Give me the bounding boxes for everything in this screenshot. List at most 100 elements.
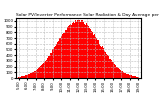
Text: Solar PV/Inverter Performance Solar Radiation & Day Average per Minute: Solar PV/Inverter Performance Solar Radi… [16,13,160,17]
Bar [43,63,44,78]
Bar [18,77,19,78]
Bar [93,35,94,78]
Bar [64,33,65,78]
Bar [31,73,32,78]
Bar [113,62,114,78]
Bar [44,62,45,78]
Bar [76,22,77,78]
Bar [135,76,136,78]
Bar [96,38,97,78]
Bar [111,60,112,78]
Bar [85,25,86,78]
Bar [117,67,118,78]
Bar [119,69,120,78]
Bar [136,77,137,78]
Bar [95,37,96,78]
Bar [37,69,38,78]
Bar [47,58,48,78]
Bar [39,67,40,78]
Bar [123,72,124,78]
Bar [124,73,125,78]
Bar [98,40,99,78]
Bar [86,23,87,78]
Bar [68,26,69,78]
Bar [102,46,103,78]
Bar [75,20,76,78]
Bar [70,24,71,78]
Bar [47,58,48,78]
Bar [22,76,23,78]
Bar [59,38,60,78]
Bar [121,70,122,78]
Bar [114,64,115,78]
Bar [131,75,132,78]
Bar [35,71,36,78]
Bar [73,22,74,78]
Bar [46,60,47,78]
Bar [118,68,119,78]
Bar [134,76,135,78]
Bar [82,20,83,78]
Bar [57,42,58,78]
Bar [110,59,111,78]
Bar [63,33,64,78]
Bar [83,22,84,78]
Bar [20,77,21,78]
Bar [108,58,109,78]
Bar [38,68,39,78]
Bar [137,77,138,78]
Bar [36,69,37,78]
Bar [42,64,43,78]
Bar [66,30,67,78]
Bar [103,48,104,78]
Y-axis label: W/m²: W/m² [0,42,2,54]
Bar [92,32,93,78]
Bar [89,28,90,78]
Bar [90,29,91,78]
Bar [116,67,117,78]
Bar [50,53,51,78]
Bar [120,70,121,78]
Bar [87,25,88,78]
Bar [40,66,41,78]
Bar [32,72,33,78]
Bar [101,47,102,78]
Bar [112,62,113,78]
Bar [61,36,62,78]
Bar [126,74,127,78]
Bar [21,76,22,78]
Bar [72,24,73,78]
Bar [24,76,25,78]
Bar [88,26,89,78]
Bar [55,46,56,78]
Bar [134,76,135,78]
Bar [27,75,28,78]
Bar [33,72,34,78]
Bar [97,40,98,78]
Bar [51,53,52,78]
Bar [84,24,85,78]
Bar [28,74,29,78]
Bar [105,52,106,78]
Bar [125,73,126,78]
Bar [54,47,55,78]
Bar [19,77,20,78]
Bar [78,20,79,78]
Bar [49,56,50,78]
Bar [45,61,46,78]
Bar [81,20,82,78]
Bar [56,44,57,78]
Bar [130,75,131,78]
Bar [107,55,108,78]
Bar [79,20,80,78]
Bar [29,74,30,78]
Bar [133,76,134,78]
Bar [62,36,63,78]
Bar [80,22,81,78]
Bar [52,49,53,78]
Bar [60,38,61,78]
Bar [122,71,123,78]
Bar [132,76,133,78]
Bar [129,75,130,78]
Bar [100,46,101,78]
